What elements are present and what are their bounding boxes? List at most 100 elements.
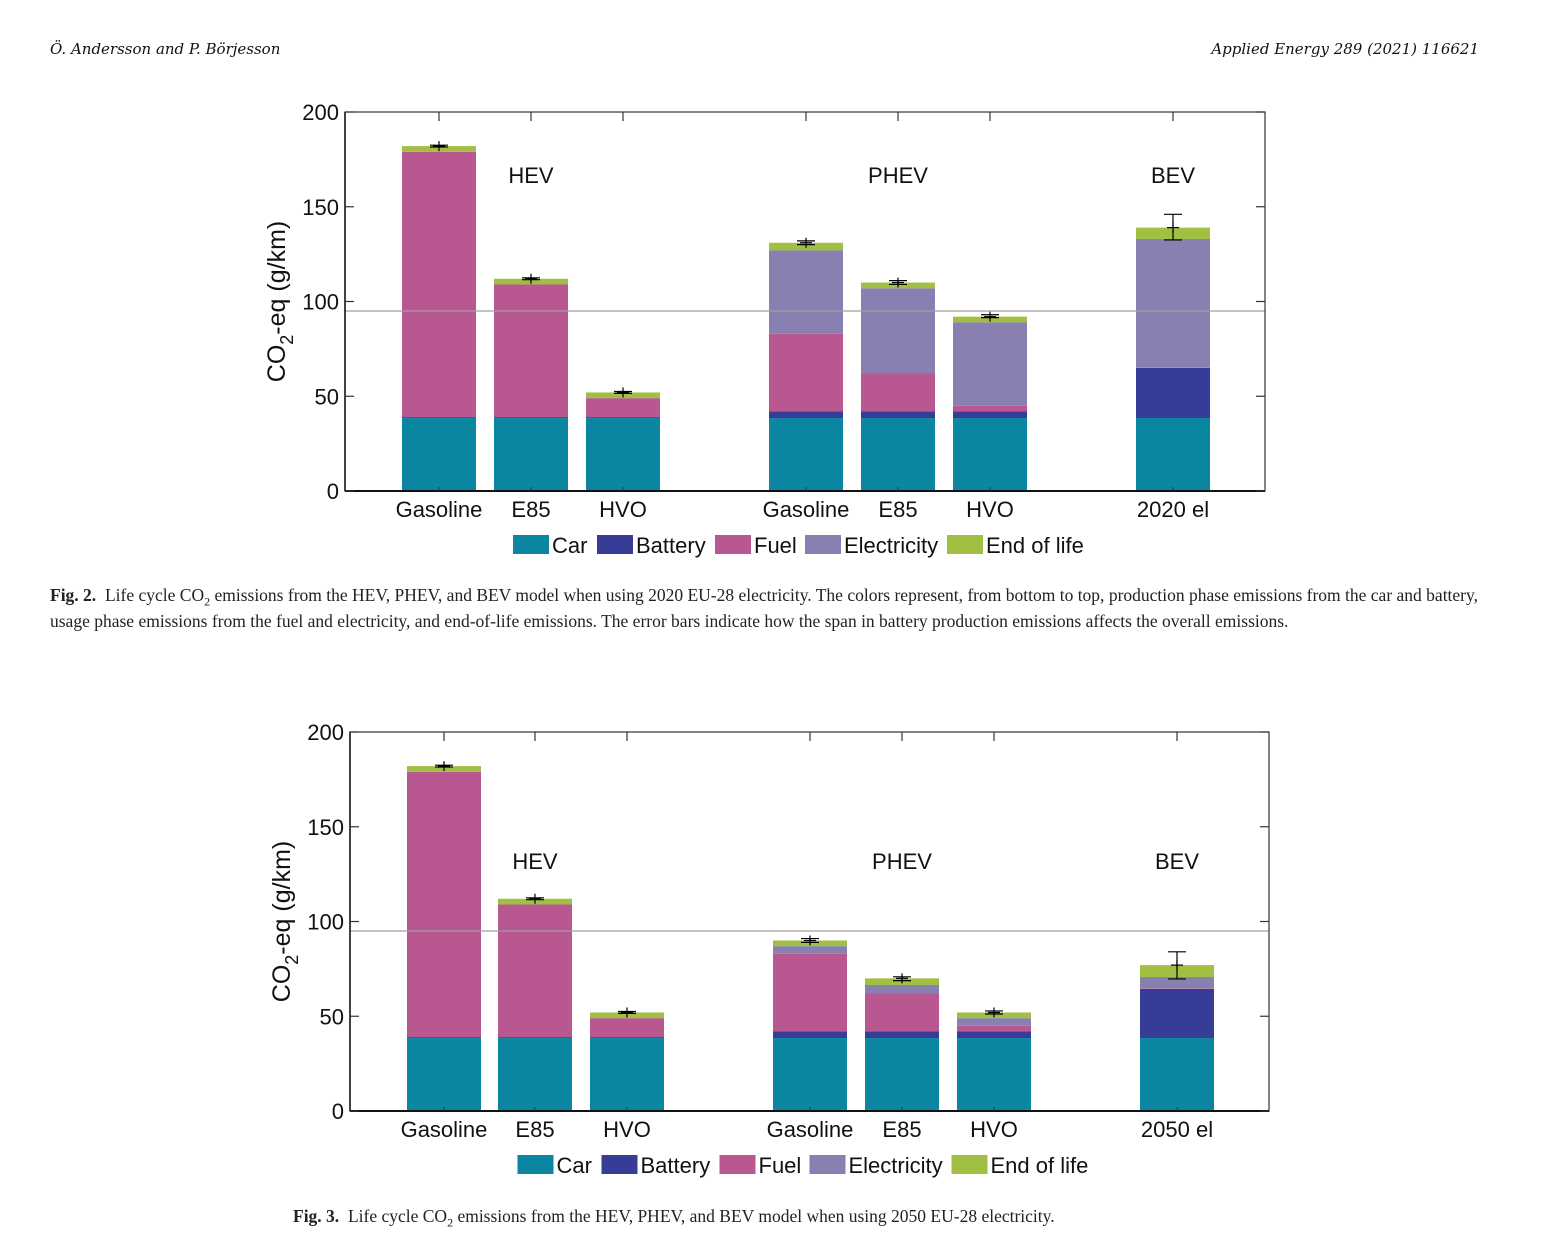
bar-segment-fuel bbox=[586, 398, 660, 418]
bar-stack-7 bbox=[1136, 213, 1210, 491]
x-category-label: E85 bbox=[882, 1117, 921, 1142]
bar-segment-car bbox=[407, 1038, 481, 1111]
bar-segment-battery bbox=[498, 1037, 572, 1039]
x-category-label: Gasoline bbox=[763, 497, 850, 522]
error-bar bbox=[985, 1007, 1003, 1018]
y-tick-label: 0 bbox=[332, 1099, 344, 1124]
bar-segment-car bbox=[402, 418, 476, 491]
x-category-label: E85 bbox=[515, 1117, 554, 1142]
bar-segment-electricity bbox=[1136, 238, 1210, 368]
bar-segment-electricity bbox=[1140, 977, 1214, 989]
error-bar bbox=[618, 1007, 636, 1018]
running-head-journal: Applied Energy 289 (2021) 116621 bbox=[1211, 40, 1479, 58]
bar-segment-battery bbox=[1136, 367, 1210, 419]
bar-segment-fuel bbox=[1136, 367, 1210, 368]
y-tick-label: 50 bbox=[320, 1004, 344, 1029]
group-label-hev: HEV bbox=[512, 849, 558, 874]
error-bar bbox=[889, 277, 907, 288]
error-bar bbox=[1164, 213, 1182, 241]
bar-segment-fuel bbox=[1140, 988, 1214, 989]
figure-2-label: Fig. 2. bbox=[50, 585, 97, 605]
error-bar bbox=[1168, 951, 1186, 980]
x-category-label: HVO bbox=[966, 497, 1014, 522]
bar-segment-car bbox=[861, 418, 935, 491]
legend-item-electricity: Electricity bbox=[809, 1153, 943, 1178]
bar-segment-car bbox=[498, 1038, 572, 1111]
legend-label: Fuel bbox=[759, 1153, 802, 1178]
error-bar bbox=[981, 311, 999, 322]
x-category-label: HVO bbox=[970, 1117, 1018, 1142]
bar-segment-fuel bbox=[865, 993, 939, 1032]
figure-3-caption: Fig. 3. Life cycle CO2 emissions from th… bbox=[293, 1203, 1293, 1229]
bar-segment-battery bbox=[865, 1031, 939, 1039]
bar-stack-6 bbox=[953, 311, 1027, 491]
bar-stack-3 bbox=[590, 1007, 664, 1111]
bar-segment-fuel bbox=[590, 1018, 664, 1038]
legend-item-fuel: Fuel bbox=[715, 533, 797, 558]
caption-subscript: 2 bbox=[204, 594, 211, 609]
legend-item-electricity: Electricity bbox=[805, 533, 938, 558]
bar-segment-battery bbox=[773, 1031, 847, 1039]
bar-stack-6 bbox=[957, 1007, 1031, 1111]
caption-text-pre: Life cycle CO bbox=[347, 1206, 448, 1226]
legend-label: Electricity bbox=[849, 1153, 943, 1178]
x-category-label: Gasoline bbox=[401, 1117, 488, 1142]
bar-segment-car bbox=[773, 1038, 847, 1111]
legend-label: Fuel bbox=[754, 533, 797, 558]
bar-stack-1 bbox=[407, 761, 481, 1111]
bar-stack-1 bbox=[402, 141, 476, 491]
bar-segment-car bbox=[1140, 1038, 1214, 1111]
error-bar bbox=[435, 761, 453, 772]
legend-label: Electricity bbox=[844, 533, 938, 558]
y-tick-label: 200 bbox=[302, 100, 339, 125]
error-bar bbox=[614, 387, 632, 398]
bar-stack-4 bbox=[769, 237, 843, 491]
bar-segment-fuel bbox=[769, 333, 843, 412]
group-label-bev: BEV bbox=[1155, 849, 1199, 874]
bar-segment-battery bbox=[957, 1031, 1031, 1039]
y-axis-label: CO2-eq (g/km) bbox=[268, 841, 302, 1002]
bar-segment-fuel bbox=[861, 373, 935, 412]
bar-segment-fuel bbox=[407, 771, 481, 1038]
x-category-label: Gasoline bbox=[396, 497, 483, 522]
legend-item-end-of-life: End of life bbox=[947, 533, 1084, 558]
legend-swatch bbox=[597, 535, 633, 554]
bar-segment-car bbox=[865, 1038, 939, 1111]
bar-segment-car bbox=[953, 418, 1027, 491]
bar-segment-electricity bbox=[773, 946, 847, 954]
x-category-label: HVO bbox=[599, 497, 647, 522]
legend-label: Car bbox=[557, 1153, 592, 1178]
error-bar bbox=[801, 935, 819, 946]
y-axis-label-main: CO bbox=[268, 965, 296, 1003]
bar-segment-battery bbox=[494, 417, 568, 419]
bar-segment-electricity bbox=[769, 250, 843, 334]
group-label-bev: BEV bbox=[1151, 163, 1195, 188]
legend-label: End of life bbox=[991, 1153, 1089, 1178]
legend-swatch bbox=[517, 1155, 554, 1174]
bar-segment-electricity bbox=[865, 984, 939, 994]
error-bar bbox=[526, 893, 544, 904]
legend-item-car: Car bbox=[513, 533, 587, 558]
legend-swatch bbox=[951, 1155, 988, 1174]
legend-label: Car bbox=[552, 533, 587, 558]
x-category-label: 2020 el bbox=[1137, 497, 1209, 522]
group-label-phev: PHEV bbox=[872, 849, 932, 874]
x-category-label: HVO bbox=[603, 1117, 651, 1142]
running-head-authors: Ö. Andersson and P. Börjesson bbox=[50, 40, 281, 58]
bar-segment-car bbox=[769, 418, 843, 491]
bar-segment-battery bbox=[586, 417, 660, 419]
bar-segment-car bbox=[590, 1038, 664, 1111]
figure-2: 0 50 100 150 200 Gasoline E85 HVO Gasoline E85 HVO… bbox=[0, 95, 1551, 575]
y-tick-label: 200 bbox=[307, 720, 344, 745]
bar-segment-battery bbox=[769, 411, 843, 419]
legend-label: Battery bbox=[641, 1153, 711, 1178]
legend-swatch bbox=[809, 1155, 846, 1174]
y-tick-label: 50 bbox=[315, 384, 339, 409]
figure-2-caption: Fig. 2. Life cycle CO2 emissions from th… bbox=[50, 582, 1478, 634]
bar-stack-5 bbox=[861, 277, 935, 491]
y-tick-label: 100 bbox=[307, 910, 344, 935]
bar-stack-7 bbox=[1140, 951, 1214, 1111]
legend-swatch bbox=[513, 535, 549, 554]
legend-swatch bbox=[719, 1155, 756, 1174]
legend-item-battery: Battery bbox=[597, 533, 706, 558]
